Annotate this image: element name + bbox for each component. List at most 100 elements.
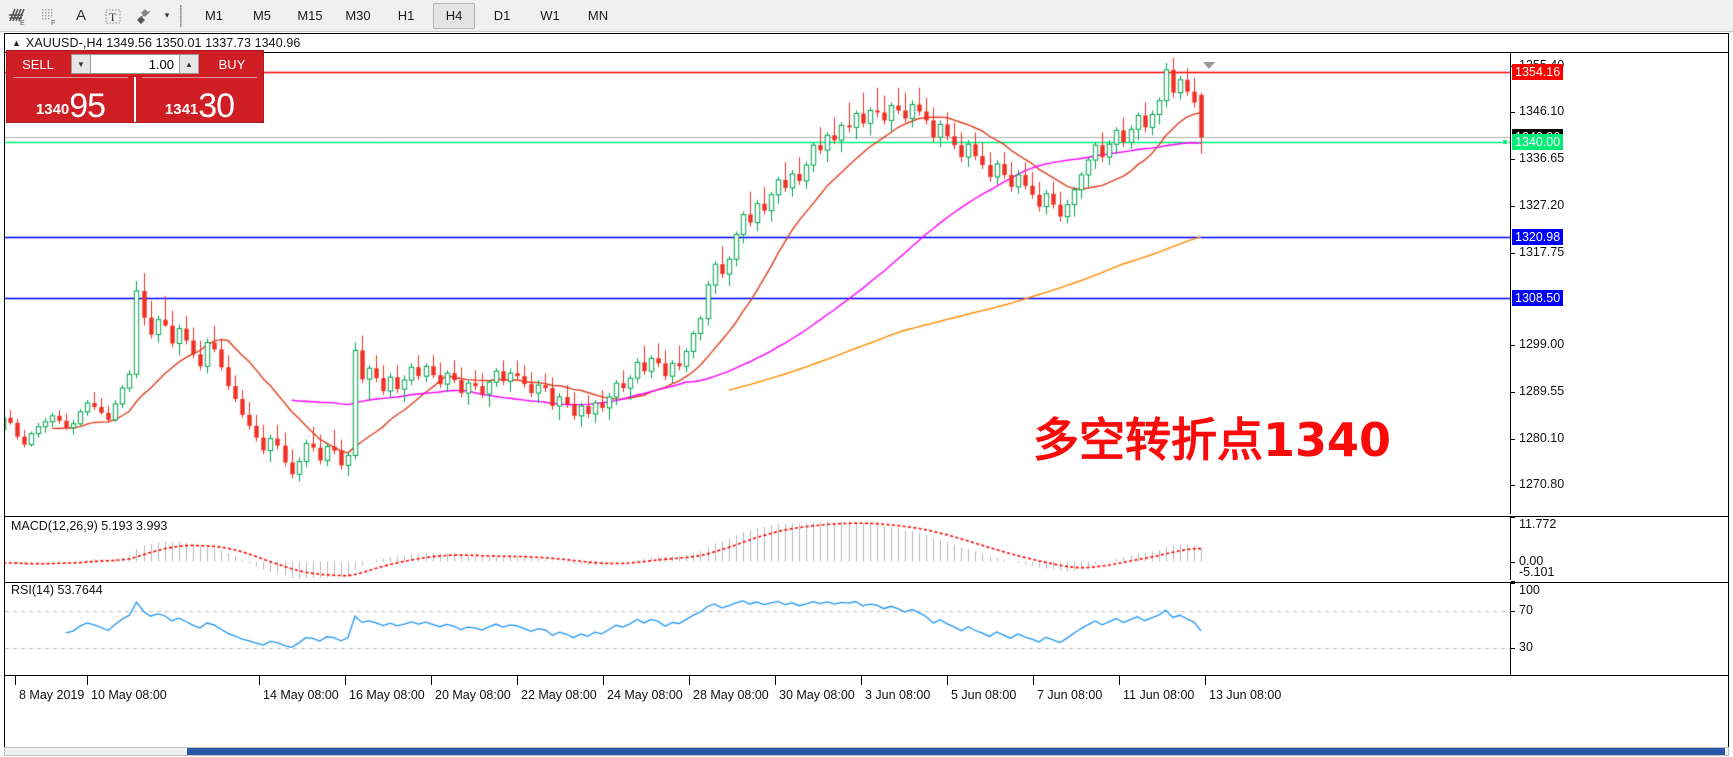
horizontal-scrollbar[interactable] [4, 747, 1729, 756]
time-axis-label: 14 May 08:00 [263, 688, 339, 702]
time-axis-tick [87, 676, 88, 685]
rsi-axis-label: 100 [1519, 583, 1540, 597]
timeframe-d1[interactable]: D1 [493, 8, 511, 23]
time-axis-label: 5 Jun 08:00 [951, 688, 1017, 702]
macd-axis-label: -5.101 [1519, 565, 1555, 579]
time-axis-tick [517, 676, 518, 685]
ask-price-big: 30 [198, 87, 235, 126]
price-axis-label: 1346.10 [1519, 103, 1565, 118]
rsi-axis-tick [1511, 648, 1515, 649]
time-axis-tick [1033, 676, 1034, 685]
sell-button[interactable]: SELL [22, 56, 54, 72]
macd-axis-label: 11.772 [1519, 517, 1557, 531]
macd-canvas[interactable] [5, 517, 1510, 581]
price-badge-resistance-line[interactable]: 1354.16 [1512, 64, 1564, 81]
volume-input[interactable]: 1.00 [91, 54, 179, 74]
svg-text:T: T [109, 10, 117, 24]
chart-window: ▲ XAUUSD-,H4 1349.56 1350.01 1337.73 134… [4, 33, 1729, 755]
main-toolbar: E F A T ▾ M1 M5 M15 M30 H1 H4 D1 W1 [0, 0, 1733, 32]
scrollbar-thumb[interactable] [187, 748, 1725, 755]
volume-up-arrow[interactable]: ▲ [179, 54, 199, 74]
time-axis-tick [1205, 676, 1206, 685]
price-canvas[interactable] [5, 53, 1510, 514]
ask-divider [142, 77, 257, 78]
chart-annotation: 多空转折点1340 [1033, 413, 1392, 467]
bid-quote[interactable]: 1340 95 [7, 77, 136, 123]
price-axis-label: 1336.65 [1519, 150, 1565, 165]
time-axis-label: 8 May 2019 [19, 688, 85, 702]
time-axis-tick [431, 676, 432, 685]
volume-down-arrow[interactable]: ▼ [71, 54, 91, 74]
text-icon[interactable]: A [75, 7, 86, 24]
time-axis-label: 20 May 08:00 [435, 688, 511, 702]
rsi-axis-label: 30 [1519, 640, 1533, 655]
price-axis-label: 1280.10 [1519, 431, 1565, 446]
timeframe-h1[interactable]: H1 [397, 8, 415, 23]
timeframe-mn[interactable]: MN [587, 8, 609, 23]
price-axis-label: 1299.00 [1519, 337, 1565, 352]
price-badge-support-line[interactable]: 1308.50 [1512, 290, 1564, 307]
rsi-axis-tick [1511, 583, 1515, 584]
macd-axis-tick [1511, 562, 1515, 563]
price-axis-tick [1511, 206, 1515, 207]
price-badge-pivot-line[interactable]: 1340.00 [1512, 134, 1564, 151]
bid-price-small: 1340 [35, 101, 70, 118]
macd-pane[interactable] [5, 516, 1510, 581]
buy-button[interactable]: BUY [218, 56, 246, 72]
macd-axis-tick [1511, 581, 1515, 582]
time-axis-label: 22 May 08:00 [521, 688, 597, 702]
time-axis-label: 24 May 08:00 [607, 688, 683, 702]
rsi-axis-label: 70 [1519, 602, 1533, 617]
price-chart-pane[interactable] [5, 53, 1510, 514]
templates-icon[interactable]: F [34, 3, 64, 29]
price-axis-tick [1511, 485, 1515, 486]
one-click-trading-panel[interactable]: SELL ▼ 1.00 ▲ BUY 1340 95 1341 30 [6, 50, 264, 123]
time-axis-tick [603, 676, 604, 685]
bid-divider [13, 77, 128, 78]
price-axis-label: 1270.80 [1519, 477, 1565, 492]
timeframe-m1[interactable]: M1 [204, 8, 224, 23]
price-axis-tick [1511, 159, 1515, 160]
macd-axis-tick [1511, 517, 1515, 518]
timeframe-m30[interactable]: M30 [345, 8, 371, 23]
macd-axis-label: 0.00 [1519, 553, 1544, 568]
rsi-label: RSI(14) 53.7644 [11, 583, 103, 597]
price-axis-tick [1511, 112, 1515, 113]
price-badge-support-line[interactable]: 1320.98 [1512, 228, 1564, 245]
ask-price-small: 1341 [164, 101, 199, 118]
timeframe-m5[interactable]: M5 [252, 8, 272, 23]
time-axis-label: 3 Jun 08:00 [865, 688, 931, 702]
price-axis-label: 1317.75 [1519, 244, 1565, 259]
objects-dropdown-caret[interactable]: ▾ [164, 10, 170, 20]
time-axis-tick [947, 676, 948, 685]
volume-stepper[interactable]: ▼ 1.00 ▲ [71, 54, 199, 74]
timeframe-w1[interactable]: W1 [540, 8, 560, 23]
oct-quotes-row: 1340 95 1341 30 [7, 77, 263, 126]
price-axis[interactable]: 1355.401346.101336.651327.201317.751299.… [1510, 53, 1728, 514]
collapse-triangle-icon[interactable]: ▲ [12, 38, 21, 48]
rsi-canvas[interactable] [5, 583, 1510, 676]
time-axis-label: 28 May 08:00 [693, 688, 769, 702]
svg-text:E: E [20, 20, 25, 26]
text-label-icon[interactable]: T [98, 3, 128, 29]
time-axis-label: 11 Jun 08:00 [1123, 688, 1195, 702]
indicators-icon[interactable]: E [2, 3, 32, 29]
time-axis-tick [1119, 676, 1120, 685]
svg-text:F: F [51, 20, 55, 26]
timeframe-m15[interactable]: M15 [297, 8, 323, 23]
price-axis-label: 1327.20 [1519, 197, 1565, 212]
time-axis-label: 16 May 08:00 [349, 688, 425, 702]
time-axis-tick [689, 676, 690, 685]
rsi-axis-tick [1511, 611, 1515, 612]
timeframe-h4[interactable]: H4 [433, 2, 475, 29]
time-axis-label: 10 May 08:00 [91, 688, 167, 702]
time-axis[interactable]: 8 May 2019 10 May 08:00 14 May 08:00 16 May… [5, 675, 1728, 715]
ask-quote[interactable]: 1341 30 [136, 77, 263, 126]
time-axis-label: 13 Jun 08:00 [1209, 688, 1282, 702]
rsi-axis: 100 70 30 [1510, 582, 1728, 675]
rsi-pane[interactable] [5, 582, 1510, 676]
objects-icon[interactable] [130, 3, 160, 29]
macd-label: MACD(12,26,9) 5.193 3.993 [11, 519, 168, 533]
time-axis-tick [345, 676, 346, 685]
price-axis-tick [1511, 345, 1515, 346]
